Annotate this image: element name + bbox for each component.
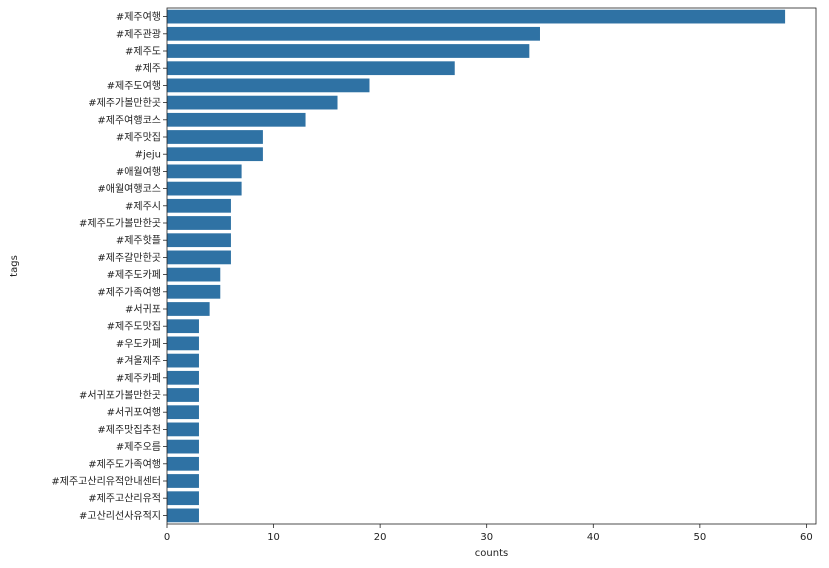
category-label: #제주여행코스 bbox=[97, 114, 161, 126]
bar bbox=[167, 44, 530, 58]
bar bbox=[167, 112, 306, 127]
bar bbox=[167, 147, 263, 162]
x-tick-label: 10 bbox=[267, 532, 280, 543]
bar bbox=[167, 405, 199, 420]
bar bbox=[167, 198, 231, 213]
bar bbox=[167, 370, 199, 385]
x-tick-label: 0 bbox=[164, 532, 170, 543]
category-label: #제주맛집추천 bbox=[97, 424, 161, 436]
bar bbox=[167, 422, 199, 437]
category-label: #제주고산리유적안내센터 bbox=[51, 476, 161, 488]
category-label: #고산리선사유적지 bbox=[79, 510, 161, 522]
category-label: #제주여행 bbox=[116, 11, 161, 23]
bar bbox=[167, 216, 231, 230]
category-label: #jeju bbox=[135, 150, 161, 161]
category-label: #제주오름 bbox=[116, 441, 161, 453]
plot-frame bbox=[166, 7, 817, 525]
x-tick-label: 20 bbox=[374, 532, 387, 543]
category-label: #제주 bbox=[134, 63, 161, 75]
category-label: #제주맛집 bbox=[116, 132, 161, 144]
bar bbox=[167, 456, 199, 471]
bar bbox=[167, 319, 199, 334]
category-label: #애월여행코스 bbox=[97, 183, 161, 195]
bar bbox=[167, 26, 540, 41]
bar bbox=[167, 181, 242, 196]
bar bbox=[167, 267, 221, 282]
category-label: #제주도맛집 bbox=[107, 321, 161, 333]
category-label: #서귀포가볼만한곳 bbox=[79, 390, 161, 402]
bar bbox=[167, 9, 786, 24]
x-tick-label: 40 bbox=[587, 532, 600, 543]
category-label: #제주도가족여행 bbox=[88, 458, 161, 470]
category-label: #제주도여행 bbox=[107, 80, 161, 92]
bar bbox=[167, 95, 338, 110]
x-axis-title: counts bbox=[475, 548, 508, 559]
bar bbox=[167, 130, 263, 144]
category-label: #서귀포여행 bbox=[107, 407, 161, 419]
bar bbox=[167, 353, 199, 368]
category-label: #제주카페 bbox=[116, 372, 161, 384]
category-labels-group: #제주여행 #제주관광 #제주도 #제주 #제주도여행 #제주가볼만한곳 #제주여행코스 #제… bbox=[51, 11, 167, 522]
x-tick-label: 30 bbox=[480, 532, 493, 543]
category-label: #서귀포 bbox=[125, 304, 161, 316]
category-label: #제주시 bbox=[125, 200, 161, 212]
category-label: #우도카페 bbox=[116, 338, 161, 350]
bar bbox=[167, 250, 231, 265]
x-tick-label: 60 bbox=[800, 532, 813, 543]
bar bbox=[167, 78, 370, 93]
category-label: #제주도 bbox=[125, 46, 161, 58]
bar bbox=[167, 439, 199, 454]
bar bbox=[167, 336, 199, 351]
bars-group bbox=[167, 9, 786, 523]
bar bbox=[167, 508, 199, 523]
category-label: #제주가족여행 bbox=[97, 286, 161, 298]
category-label: #제주도가볼만한곳 bbox=[79, 218, 161, 230]
x-ticks-group: 0 10 20 30 40 50 60 bbox=[164, 524, 813, 543]
category-label: #제주도카페 bbox=[107, 269, 161, 281]
category-label: #제주갈만한곳 bbox=[97, 251, 161, 264]
category-label: #애월여행 bbox=[116, 166, 161, 178]
y-axis-title: tags bbox=[9, 255, 20, 277]
bar bbox=[167, 302, 210, 316]
category-label: #제주관광 bbox=[116, 28, 161, 40]
x-tick-label: 50 bbox=[693, 532, 706, 543]
bar bbox=[167, 233, 231, 248]
bar bbox=[167, 164, 242, 179]
bar bbox=[167, 474, 199, 488]
bar bbox=[167, 284, 221, 299]
category-label: #제주가볼만한곳 bbox=[88, 97, 161, 109]
bar bbox=[167, 491, 199, 506]
category-label: #제주고산리유적 bbox=[88, 493, 161, 505]
category-label: #제주핫플 bbox=[116, 235, 161, 247]
bar bbox=[167, 61, 455, 76]
category-label: #겨울제주 bbox=[116, 355, 161, 367]
bar bbox=[167, 388, 199, 402]
